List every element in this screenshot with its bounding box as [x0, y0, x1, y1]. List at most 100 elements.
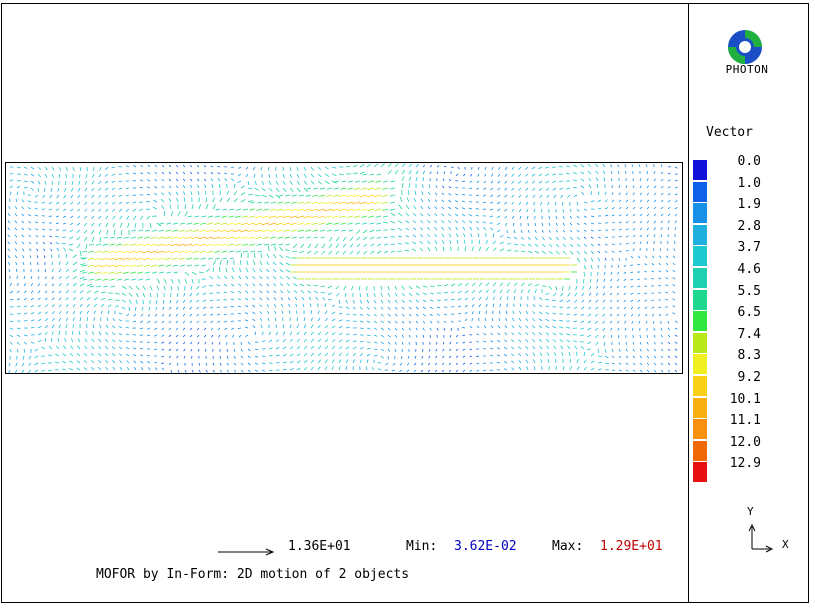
flow-vector	[44, 290, 48, 294]
flow-vector	[118, 201, 123, 205]
flow-vector	[84, 180, 88, 185]
flow-vector	[82, 250, 88, 253]
flow-vector	[76, 243, 81, 249]
flow-vector	[244, 297, 249, 301]
flow-vector	[526, 366, 529, 371]
flow-vector	[259, 268, 263, 273]
flow-vector	[352, 359, 356, 364]
flow-vector	[211, 184, 214, 189]
flow-vector	[660, 341, 664, 345]
flow-vector	[450, 327, 453, 331]
flow-vector	[545, 292, 550, 296]
flow-vector	[533, 208, 536, 213]
flow-vector	[504, 173, 508, 177]
flow-vector	[15, 198, 18, 203]
flow-vector	[9, 290, 13, 294]
flow-vector	[441, 199, 445, 203]
flow-vector	[37, 276, 40, 280]
flow-vector	[128, 306, 130, 311]
flow-vector	[88, 271, 95, 274]
flow-vector	[135, 250, 144, 254]
flow-vector	[413, 205, 417, 210]
flow-vector	[428, 355, 431, 359]
flow-vector	[34, 348, 39, 352]
flow-vector	[552, 338, 557, 343]
flow-vector	[492, 296, 496, 301]
flow-vector	[579, 334, 585, 337]
flow-vector	[69, 368, 74, 371]
flow-vector	[511, 173, 515, 177]
flow-vector	[252, 268, 256, 273]
flow-vector	[468, 220, 473, 224]
flow-vector	[415, 320, 419, 324]
flow-vector	[310, 324, 314, 329]
flow-vector	[184, 369, 187, 373]
flow-vector	[210, 327, 214, 331]
flow-vector	[9, 348, 12, 353]
flow-vector	[569, 236, 574, 240]
flow-vector	[324, 317, 328, 322]
flow-vector	[588, 306, 592, 310]
flow-vector	[360, 187, 368, 190]
flow-vector	[518, 332, 522, 336]
min-value: 3.62E-02	[454, 539, 517, 554]
flow-vector	[28, 234, 32, 238]
flow-vector	[30, 326, 35, 329]
flow-vector	[527, 229, 530, 233]
flow-vector	[580, 171, 585, 175]
flow-vector	[429, 299, 434, 302]
flow-vector	[37, 304, 41, 308]
flow-vector	[658, 270, 662, 273]
flow-vector	[667, 341, 671, 345]
flow-vector	[463, 233, 466, 238]
flow-vector	[562, 250, 567, 255]
flow-vector	[161, 185, 165, 189]
flow-vector	[37, 318, 42, 322]
flow-vector	[345, 208, 354, 212]
flow-vector	[161, 313, 165, 317]
flow-vector	[609, 292, 613, 296]
flow-vector	[429, 334, 431, 338]
flow-vector	[72, 317, 75, 322]
flow-vector	[70, 338, 74, 343]
flow-vector	[144, 271, 151, 274]
flow-vector	[639, 241, 642, 245]
flow-vector	[225, 334, 228, 338]
flow-vector	[405, 235, 410, 238]
flow-vector	[81, 271, 88, 274]
flow-vector	[175, 320, 179, 324]
flow-vector	[297, 222, 305, 226]
vector-field-plot[interactable]	[5, 162, 683, 374]
flow-vector	[527, 250, 533, 254]
flow-vector	[161, 178, 165, 182]
flow-vector	[139, 347, 144, 350]
flow-vector	[464, 297, 469, 301]
flow-vector	[282, 353, 287, 357]
flow-vector	[674, 362, 678, 366]
flow-vector	[71, 180, 74, 186]
flow-vector	[9, 282, 12, 287]
flow-vector	[375, 215, 382, 218]
flow-vector	[394, 348, 397, 353]
flow-vector	[205, 362, 208, 366]
flow-vector	[89, 243, 95, 246]
flow-vector	[345, 346, 350, 350]
flow-vector	[295, 303, 298, 308]
flow-vector	[282, 368, 287, 371]
flow-vector	[408, 163, 413, 168]
flow-vector	[209, 299, 214, 302]
flow-vector	[94, 257, 102, 261]
flow-vector	[625, 221, 629, 224]
flow-vector	[279, 276, 284, 280]
flow-vector	[441, 192, 445, 196]
flow-vector	[100, 257, 109, 261]
flow-vector	[415, 164, 419, 168]
flow-vector	[8, 369, 11, 373]
flow-vector	[98, 345, 102, 350]
flow-vector	[667, 369, 671, 373]
flow-vector	[340, 222, 347, 225]
flow-vector	[230, 306, 235, 308]
flow-vector	[248, 236, 256, 239]
flow-vector	[422, 285, 428, 288]
flow-vector	[462, 341, 466, 344]
